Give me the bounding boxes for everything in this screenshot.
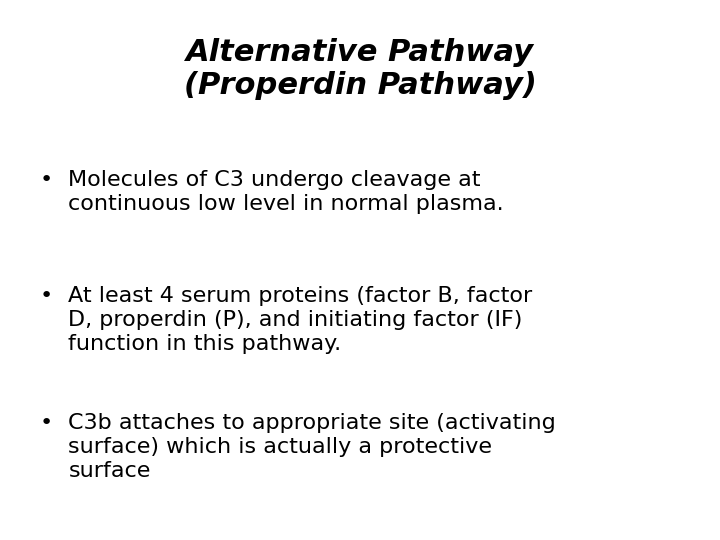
Text: •: •: [40, 286, 53, 306]
Text: •: •: [40, 413, 53, 433]
Text: Molecules of C3 undergo cleavage at
continuous low level in normal plasma.: Molecules of C3 undergo cleavage at cont…: [68, 170, 504, 214]
Text: C3b attaches to appropriate site (activating
surface) which is actually a protec: C3b attaches to appropriate site (activa…: [68, 413, 556, 481]
Text: Alternative Pathway
(Properdin Pathway): Alternative Pathway (Properdin Pathway): [184, 38, 536, 100]
Text: At least 4 serum proteins (factor B, factor
D, properdin (P), and initiating fac: At least 4 serum proteins (factor B, fac…: [68, 286, 533, 354]
Text: •: •: [40, 170, 53, 190]
